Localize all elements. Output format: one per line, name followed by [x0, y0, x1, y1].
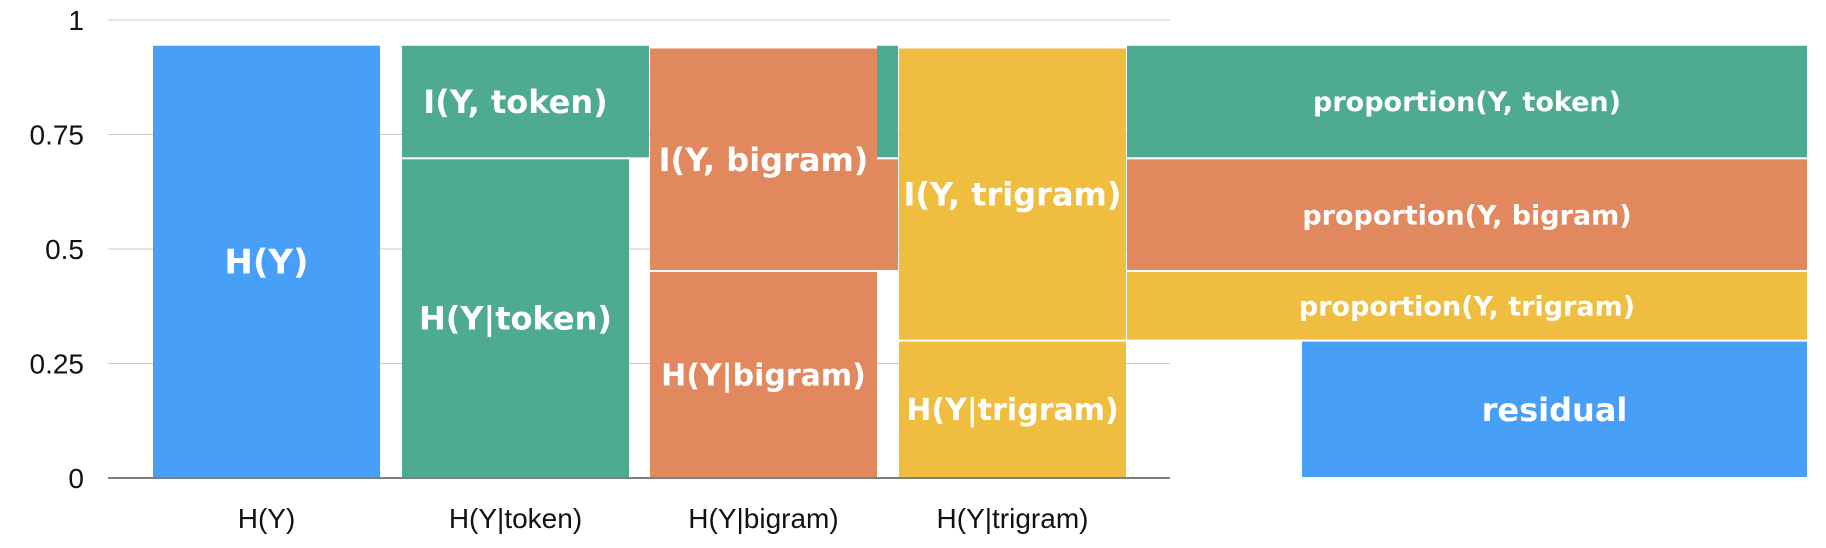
y-tick-label: 0 — [68, 463, 84, 494]
x-category-label: H(Y|token) — [449, 503, 582, 534]
bar-segment-h-y-trigram — [899, 341, 1126, 477]
segment-label-h-y-bigram: H(Y|bigram) — [661, 358, 866, 393]
bar-segment-proportion-y-bigram — [1127, 159, 1807, 270]
segment-label-h-y-token: H(Y|token) — [419, 300, 612, 339]
segment-label-proportion-y-bigram: proportion(Y, bigram) — [1302, 200, 1631, 231]
bar-segment-residual — [1302, 341, 1807, 477]
segment-label-i-y-token: I(Y, token) — [423, 83, 608, 121]
segment-labels: H(Y) H(Y|token) I(Y, token) H(Y|bigram) I(Y,… — [224, 83, 1635, 429]
bar-segment-h-y-token — [402, 159, 629, 478]
side-segment-2-0 — [877, 45, 898, 158]
x-category-label: H(Y|trigram) — [937, 503, 1089, 534]
y-tick-label: 0.25 — [30, 349, 85, 380]
segment-label-proportion-y-trigram: proportion(Y, trigram) — [1299, 292, 1635, 323]
bars — [153, 45, 1807, 478]
side-segment-1-0 — [629, 45, 649, 158]
bar-segment-i-y-trigram — [899, 48, 1126, 340]
y-tick-label: 0.5 — [45, 234, 84, 265]
segment-label-proportion-y-token: proportion(Y, token) — [1313, 87, 1621, 118]
bar-segment-h-y — [153, 45, 380, 478]
x-category-label: H(Y) — [238, 503, 296, 534]
side-segment-2-1 — [877, 159, 898, 270]
segment-label-i-y-bigram: I(Y, bigram) — [659, 141, 869, 179]
y-axis-ticks: 0 0.25 0.5 0.75 1 — [30, 5, 85, 494]
bar-segment-proportion-y-token — [1127, 45, 1807, 158]
bar-segment-h-y-bigram — [650, 271, 877, 477]
bar-segment-i-y-token — [402, 45, 629, 158]
segment-label-h-y: H(Y) — [224, 243, 308, 283]
segment-label-residual: residual — [1482, 391, 1628, 429]
bar-segment-i-y-bigram — [650, 48, 877, 270]
segment-label-i-y-trigram: I(Y, trigram) — [904, 176, 1122, 214]
x-axis-categories: H(Y) H(Y|token) H(Y|bigram) H(Y|trigram) — [238, 503, 1089, 534]
segment-label-h-y-trigram: H(Y|trigram) — [906, 393, 1118, 428]
y-tick-label: 0.75 — [30, 120, 85, 151]
x-category-label: H(Y|bigram) — [688, 503, 838, 534]
bar-segment-proportion-y-trigram — [1127, 271, 1807, 340]
y-tick-label: 1 — [68, 5, 84, 36]
